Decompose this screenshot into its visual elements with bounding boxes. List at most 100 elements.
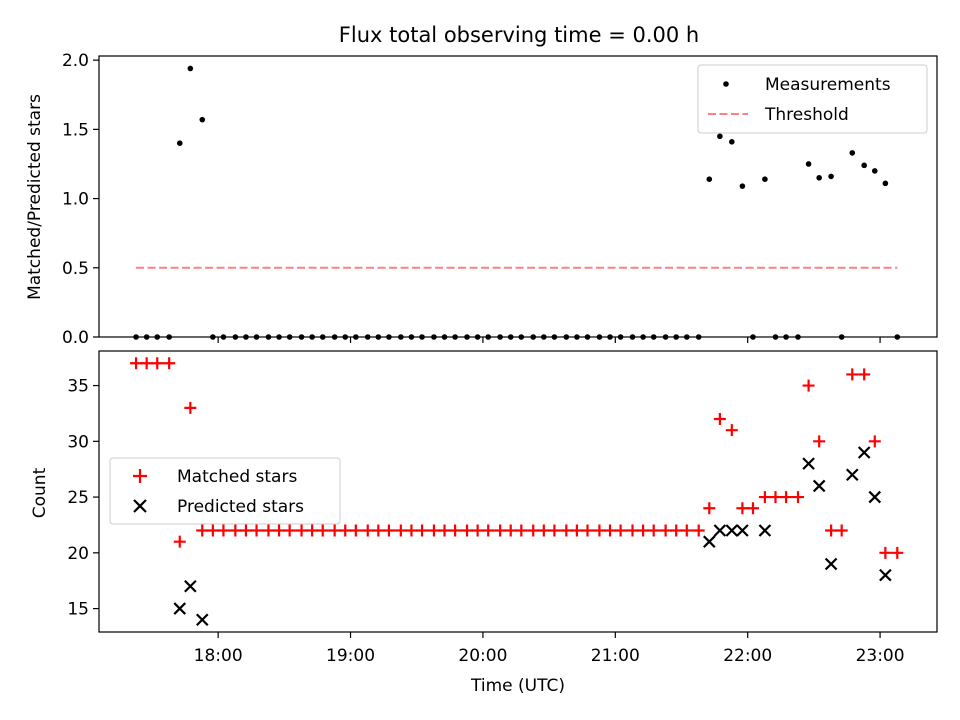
y-tick-label: 35 <box>67 377 89 397</box>
x-tick-label: 22:00 <box>723 646 772 666</box>
matched-star-point <box>813 435 826 448</box>
matched-star-point <box>879 546 892 559</box>
matched-star-point <box>130 357 143 370</box>
matched-star-point <box>229 524 242 537</box>
matched-star-point <box>504 524 517 537</box>
top-chart-x-ticks <box>217 337 881 343</box>
top-chart-frame <box>98 55 938 338</box>
matched-star-point <box>361 524 374 537</box>
y-tick-label: 0.0 <box>62 328 89 348</box>
matched-star-point <box>328 524 341 537</box>
x-tick-label: 21:00 <box>591 646 640 666</box>
predicted-star-point <box>195 613 209 627</box>
matched-star-point <box>438 524 451 537</box>
matched-star-point <box>637 524 650 537</box>
matched-star-point <box>184 401 197 414</box>
measurement-point <box>729 139 735 145</box>
measurement-point <box>871 168 878 174</box>
measurement-point <box>717 133 723 140</box>
matched-star-point <box>151 357 164 370</box>
measurement-point <box>828 173 834 180</box>
matched-star-point <box>196 524 209 537</box>
legend-threshold-label: Threshold <box>764 105 849 125</box>
bottom-chart-panel: 15 20 25 30 35 18:00 19:00 20:00 21:00 22:00 23:0… <box>30 350 938 696</box>
matched-star-point <box>758 491 771 504</box>
matched-star-point <box>416 524 429 537</box>
bottom-legend-frame <box>109 457 341 525</box>
matched-star-point <box>614 524 627 537</box>
matched-star-point <box>173 535 186 548</box>
measurement-point <box>706 176 713 182</box>
matched-star-point <box>306 524 319 537</box>
measurement-point <box>199 116 206 123</box>
matched-star-point <box>382 524 395 537</box>
matched-star-point <box>250 524 263 537</box>
matched-star-point <box>769 491 782 504</box>
matched-star-point <box>846 368 859 381</box>
matched-star-point <box>449 524 462 537</box>
predicted-star-point <box>703 535 716 548</box>
matched-star-point <box>262 524 275 537</box>
predicted-star-point <box>758 524 772 537</box>
matched-star-point <box>349 524 362 537</box>
matched-star-point <box>283 524 296 537</box>
measurement-point <box>882 180 889 187</box>
predicted-star-point <box>173 602 187 615</box>
predicted-star-point <box>868 490 882 504</box>
measurement-point <box>762 176 768 182</box>
matched-star-point <box>427 524 440 537</box>
x-tick-label: 19:00 <box>326 646 375 666</box>
y-tick-label: 1.0 <box>62 190 89 210</box>
bottom-chart-frame <box>98 350 938 633</box>
predicted-star-point <box>725 524 739 537</box>
top-legend-frame <box>697 64 928 134</box>
y-tick-label: 0.5 <box>62 259 89 279</box>
matched-star-point <box>604 524 617 537</box>
matched-star-point <box>647 524 660 537</box>
matched-star-point <box>515 524 528 537</box>
y-tick-label: 25 <box>67 488 89 508</box>
matched-star-point <box>206 524 219 537</box>
matched-star-point <box>713 413 726 426</box>
predicted-star-point <box>802 457 815 470</box>
matched-star-point <box>736 502 749 515</box>
x-tick-label: 20:00 <box>458 646 507 666</box>
bottom-chart-x-ticks: 18:00 19:00 20:00 21:00 22:00 23:00 <box>194 632 905 666</box>
measurement-point <box>861 162 867 169</box>
bottom-chart-y-ticks: 15 20 25 30 35 <box>67 377 99 620</box>
matched-star-point <box>527 524 540 537</box>
matched-star-point <box>339 524 352 537</box>
matched-star-point <box>394 524 407 537</box>
matched-star-point <box>593 524 606 537</box>
matched-star-point <box>703 502 716 515</box>
matched-star-point <box>372 524 385 537</box>
matched-star-point <box>316 524 329 537</box>
y-tick-label: 1.5 <box>62 120 89 140</box>
legend-predicted-label: Predicted stars <box>177 497 304 517</box>
matched-star-point <box>659 524 672 537</box>
x-tick-label: 18:00 <box>194 646 243 666</box>
matched-star-point <box>570 524 583 537</box>
top-chart-y-label: Matched/Predicted stars <box>25 94 45 300</box>
measurement-point <box>849 150 856 156</box>
matched-star-point <box>791 491 804 504</box>
top-chart-y-ticks: 0.0 0.5 1.0 1.5 2.0 <box>62 51 99 348</box>
predicted-star-point <box>713 524 727 537</box>
matched-star-point <box>163 357 176 370</box>
measurement-point <box>739 183 746 189</box>
measurement-point <box>176 140 183 147</box>
predicted-star-point <box>736 524 749 537</box>
matched-star-point <box>891 546 904 559</box>
matched-star-point <box>217 524 230 537</box>
legend-matched-label: Matched stars <box>177 467 297 487</box>
matched-star-point <box>725 424 738 437</box>
matched-star-point <box>858 368 871 381</box>
matched-star-point <box>405 524 418 537</box>
predicted-star-point <box>184 580 197 593</box>
matched-star-point <box>560 524 573 537</box>
y-tick-label: 15 <box>67 600 89 620</box>
y-tick-label: 30 <box>67 432 89 452</box>
matched-star-point <box>825 524 838 537</box>
bottom-chart-x-label: Time (UTC) <box>470 676 565 696</box>
